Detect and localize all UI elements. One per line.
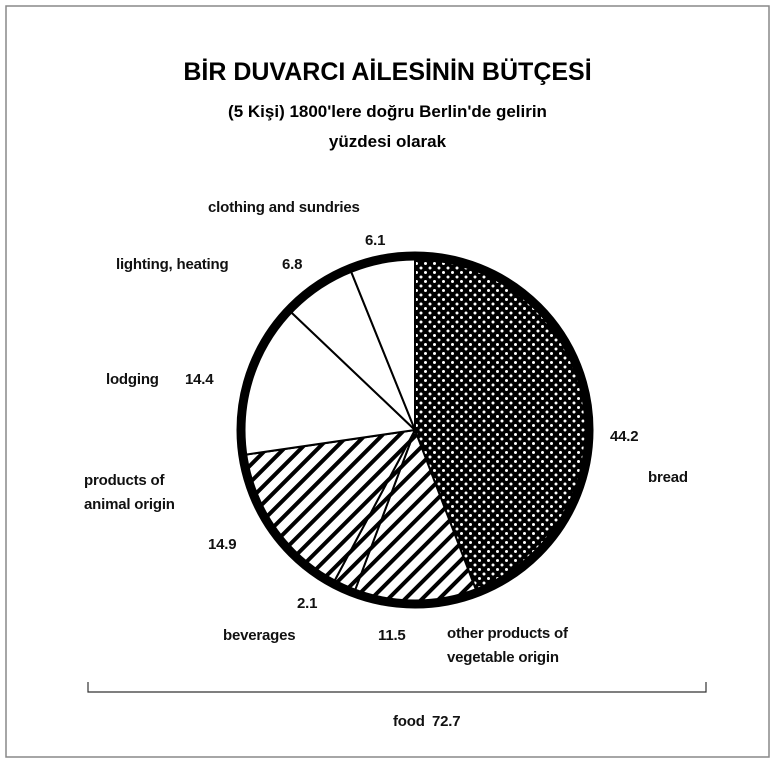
annotation-value: 72.7 bbox=[432, 713, 461, 730]
category-label: products of animal origin bbox=[84, 472, 175, 513]
category-label: clothing and sundries bbox=[208, 199, 360, 216]
value-label: 44.2 bbox=[610, 428, 639, 445]
pie bbox=[236, 251, 594, 609]
frame bbox=[5, 5, 770, 758]
category-label: bread bbox=[648, 469, 688, 486]
value-label: 14.4 bbox=[185, 371, 214, 388]
value-label: 11.5 bbox=[378, 627, 406, 644]
value-label: 14.9 bbox=[208, 536, 237, 553]
value-label: 6.8 bbox=[282, 256, 303, 273]
value-label: 6.1 bbox=[365, 232, 386, 249]
chart-title: BİR DUVARCI AİLESİNİN BÜTÇESİ bbox=[183, 58, 592, 86]
subtitle: yüzdesi olarak bbox=[328, 132, 447, 151]
category-label: other products of vegetable origin bbox=[447, 625, 568, 666]
annotation-text: food bbox=[393, 713, 425, 730]
category-label: beverages bbox=[223, 627, 296, 644]
subtitle: (5 Kişi) 1800'lere doğru Berlin'de gelir… bbox=[228, 102, 547, 121]
value-label: 2.1 bbox=[297, 595, 318, 612]
category-label: lodging bbox=[106, 371, 159, 388]
category-label: lighting, heating bbox=[116, 256, 229, 273]
pie-outline bbox=[236, 251, 594, 609]
food-bracket bbox=[87, 682, 707, 693]
